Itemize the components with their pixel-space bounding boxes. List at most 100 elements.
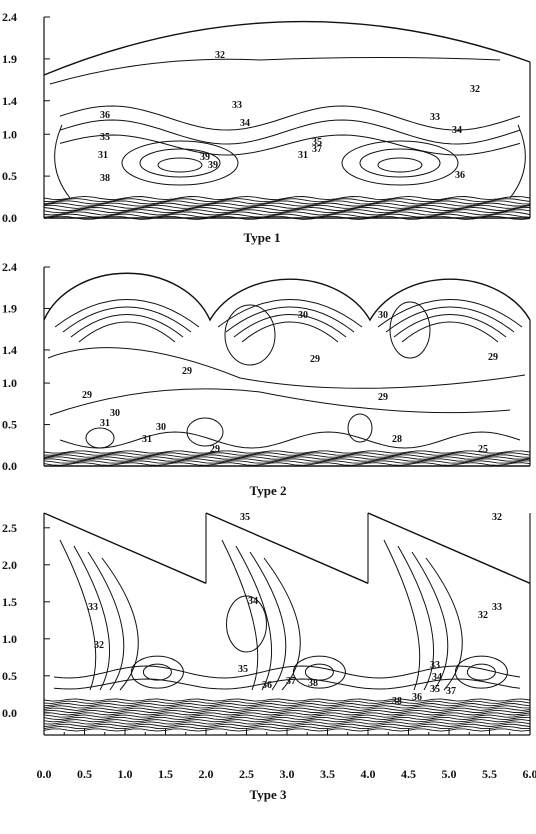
contour-label: 32 (492, 512, 502, 523)
y-tick-label: 0.0 (2, 706, 17, 720)
contour-label: 38 (392, 696, 402, 707)
contour-label: 29 (310, 354, 320, 365)
x-tick-label: 1.5 (158, 767, 173, 781)
roof-arch (43, 20, 531, 76)
contour-label: 33 (492, 602, 502, 613)
contour-label: 37 (312, 144, 322, 155)
y-tick-label: 0.0 (2, 211, 17, 225)
y-tick-label: 2.4 (2, 260, 17, 274)
y-tick-label: 1.0 (2, 127, 17, 141)
contour-line (59, 431, 521, 449)
contour-line (389, 301, 431, 359)
x-tick-label: 0.0 (37, 767, 52, 781)
contour-line (59, 119, 521, 145)
contour-label: 35 (240, 512, 250, 523)
floor-contour (43, 707, 531, 711)
y-tick-label: 1.4 (2, 343, 17, 357)
floor-contour (43, 698, 531, 702)
contour-label: 34 (432, 672, 442, 683)
contour-label: 32 (478, 610, 488, 621)
floor-contour (43, 458, 531, 462)
contour-label: 33 (430, 660, 440, 671)
floor-contour (43, 703, 531, 707)
contour-line (53, 665, 521, 679)
floor-contour (43, 723, 531, 727)
contour-label: 31 (298, 150, 308, 161)
contour-label: 38 (100, 173, 110, 184)
x-tick-label: 4.5 (401, 767, 416, 781)
floor-contour (43, 721, 531, 725)
contour-line (49, 57, 501, 85)
y-tick-label: 0.5 (2, 169, 17, 183)
contour-label: 31 (98, 150, 108, 161)
contour-line (157, 157, 203, 173)
contour-line (59, 134, 521, 156)
contour-label: 32 (470, 84, 480, 95)
panel-type-1: 2.4 1.9 1.4 1.0 0.5 0.0 32 32 33 33 34 34 35 35 36 36 37… (2, 10, 531, 245)
contour-line (78, 321, 176, 343)
x-tick-label: 2.0 (199, 767, 214, 781)
contour-label: 25 (478, 444, 488, 455)
y-tick-label: 2.5 (2, 521, 17, 535)
contour-line (347, 413, 373, 443)
y-tick-label: 1.5 (2, 595, 17, 609)
contour-line (139, 148, 221, 178)
contour-label: 29 (488, 352, 498, 363)
floor-contour (43, 700, 531, 704)
contour-line (224, 304, 276, 366)
panel-caption: Type 2 (250, 483, 287, 498)
floor-contour (43, 213, 531, 218)
floor-contour (43, 198, 531, 203)
floor-contour (43, 728, 531, 732)
y-tick-label: 0.5 (2, 418, 17, 432)
contour-line (292, 655, 346, 689)
contour-line (59, 105, 521, 131)
contour-line (377, 299, 523, 328)
panel-caption: Type 3 (250, 787, 287, 802)
floor-contour (43, 709, 531, 713)
floor-contour (43, 452, 531, 456)
contour-line (341, 140, 459, 186)
contour-line (359, 148, 441, 178)
contour-label: 29 (182, 366, 192, 377)
contour-line (249, 551, 287, 691)
y-tick-label: 2.4 (2, 10, 17, 24)
contour-line (73, 545, 110, 691)
contour-label: 34 (248, 596, 258, 607)
contour-line (49, 388, 511, 416)
contour-label: 36 (100, 110, 110, 121)
contour-label: 31 (100, 418, 110, 429)
contour-line (377, 157, 423, 173)
contour-line (121, 140, 239, 186)
floor-contour (43, 719, 531, 723)
contour-line (70, 314, 184, 338)
x-tick-label: 0.5 (77, 767, 92, 781)
contour-line (383, 539, 421, 691)
contour-label: 31 (142, 434, 152, 445)
roof-slope (367, 512, 531, 584)
floor-contour (43, 454, 531, 458)
contour-label: 37 (446, 686, 456, 697)
contour-label: 30 (156, 422, 166, 433)
contour-label: 38 (308, 678, 318, 689)
contour-label: 28 (392, 434, 402, 445)
roof-arches (43, 272, 531, 322)
contour-line (385, 306, 515, 333)
contour-line (509, 124, 526, 199)
contour-label: 39 (208, 160, 218, 171)
contour-label: 36 (262, 680, 272, 691)
floor-contour (43, 456, 531, 460)
floor-contour (43, 195, 531, 201)
contour-line (142, 663, 172, 681)
contour-label: 35 (430, 684, 440, 695)
contour-line (101, 557, 139, 691)
floor-contour (43, 206, 531, 212)
contour-label: 30 (298, 310, 308, 321)
y-tick-label: 1.0 (2, 632, 17, 646)
contour-line (225, 306, 355, 333)
contour-label: 30 (110, 408, 120, 419)
floor-contour (43, 716, 531, 721)
x-tick-label: 2.5 (239, 767, 254, 781)
contour-line (62, 306, 192, 333)
